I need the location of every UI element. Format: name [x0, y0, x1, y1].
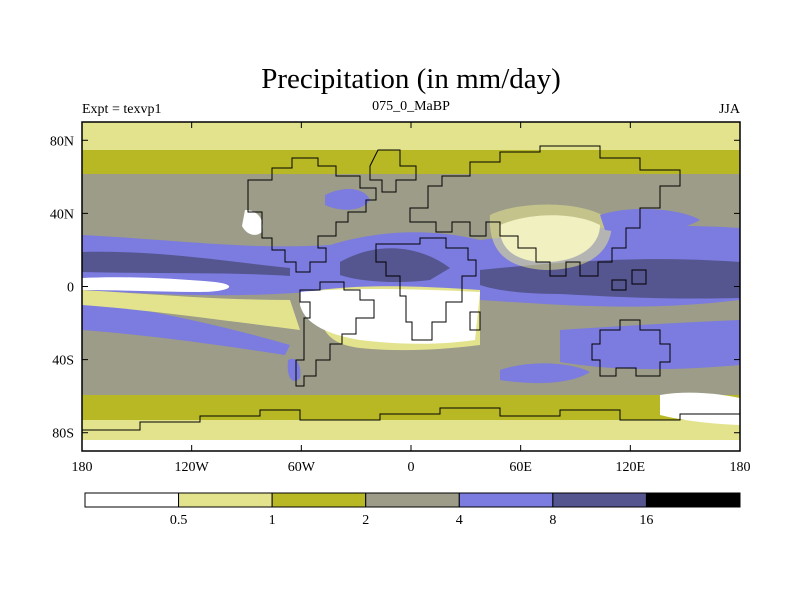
x-tick-label: 180: [72, 460, 93, 475]
colorbar-level-label: 4: [456, 513, 463, 528]
wet-patch-west-pacific: [600, 208, 700, 233]
dry-region-north-america: [242, 210, 263, 235]
precip-south-storm-track: [82, 300, 740, 370]
x-tick-label: 60W: [288, 460, 316, 475]
period-label: 075_0_MaBP: [372, 99, 450, 114]
dry-region-east-pacific: [82, 277, 230, 292]
experiment-label: Expt = texvp1: [82, 102, 161, 117]
wet-patch-north-atlantic: [325, 188, 370, 210]
colorbar-swatch: [365, 492, 460, 508]
y-tick-label: 0: [67, 281, 74, 296]
dry-region-central-asia-edge: [489, 204, 612, 270]
colorbar-swatch: [84, 492, 180, 508]
colorbar-level-label: 0.5: [170, 513, 188, 528]
y-tick-label: 80N: [50, 134, 74, 149]
map-area: [82, 122, 740, 451]
dry-region-tropical-atlantic-south: [300, 289, 480, 344]
continent-outlines: [82, 145, 740, 431]
outline-australia: [591, 319, 671, 377]
outline-north-america: [247, 157, 377, 273]
precip-southeast-pacific-light: [82, 290, 300, 330]
season-label: JJA: [719, 102, 741, 117]
outline-south-america: [295, 281, 375, 387]
outline-africa: [375, 237, 477, 341]
colorbar-level-label: 1: [269, 513, 276, 528]
y-tick-label: 80S: [52, 427, 74, 442]
colorbar: 0.5 1 2 4 8 16: [84, 492, 741, 528]
x-axis-ticks: 180 120W 60W 0 60E 120E 180: [72, 122, 751, 475]
colorbar-level-label: 16: [639, 513, 653, 528]
wet-patch-south-america: [287, 358, 301, 381]
precip-band-south-yellow: [82, 395, 740, 420]
precip-band-north-yellow: [82, 150, 740, 174]
outline-madagascar: [469, 311, 481, 331]
colorbar-level-label: 8: [549, 513, 556, 528]
x-tick-label: 180: [730, 460, 751, 475]
chart-title: Precipitation (in mm/day): [261, 63, 561, 95]
colorbar-swatch: [458, 492, 554, 508]
precip-band-south-light: [82, 420, 740, 440]
x-tick-label: 120E: [616, 460, 646, 475]
outline-indonesia: [611, 269, 647, 291]
y-axis-ticks: 80N 40N 0 40S 80S: [50, 134, 740, 442]
x-tick-label: 0: [408, 460, 415, 475]
outline-antarctica: [82, 407, 740, 431]
colorbar-swatch: [552, 492, 647, 508]
outline-eurasia: [409, 145, 681, 277]
outline-greenland: [369, 149, 417, 193]
x-tick-label: 60E: [509, 460, 532, 475]
y-tick-label: 40S: [52, 354, 74, 369]
colorbar-swatch: [271, 492, 367, 508]
wet-patch-south-indian: [500, 363, 590, 384]
y-tick-label: 40N: [50, 207, 74, 222]
x-tick-label: 120W: [175, 460, 210, 475]
precip-itcz-heavy-band: [82, 248, 740, 299]
colorbar-level-label: 2: [362, 513, 369, 528]
colorbar-swatch: [178, 492, 273, 508]
colorbar-swatch: [645, 492, 741, 508]
